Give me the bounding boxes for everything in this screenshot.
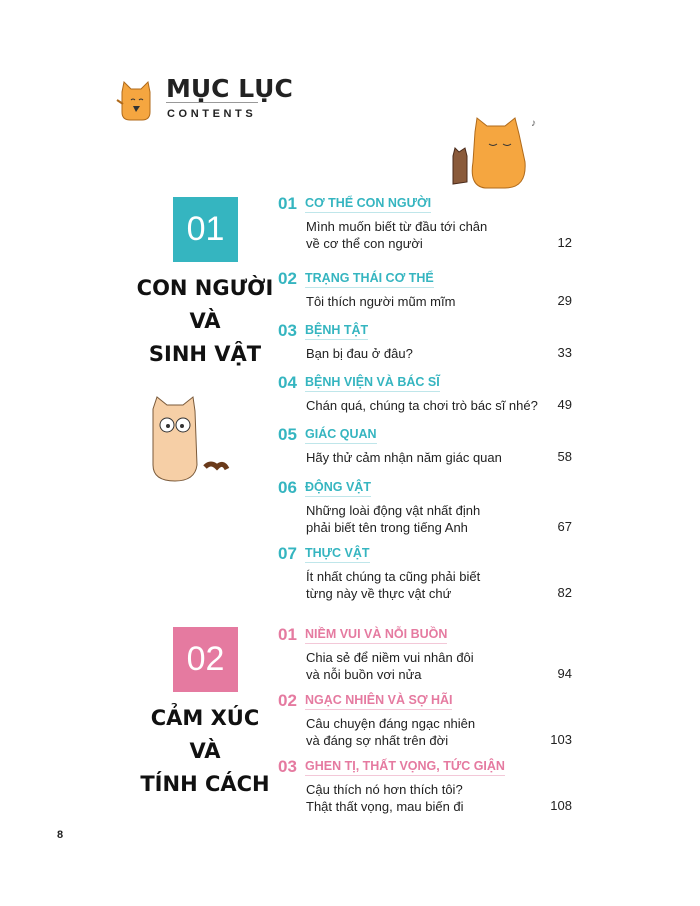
entry-heading[interactable]: NIỀM VUI VÀ NỖI BUỒN xyxy=(305,627,448,644)
entry-heading[interactable]: CƠ THỂ CON NGƯỜI xyxy=(305,196,432,213)
entry-number: 03 xyxy=(278,321,297,340)
entry-page: 94 xyxy=(557,666,572,681)
entry-desc: phải biết tên trong tiếng Anh xyxy=(306,520,468,535)
section-title-line: VÀ xyxy=(189,739,221,763)
section-title-line: TÍNH CÁCH xyxy=(140,772,270,796)
entry-desc: Tôi thích người mũm mĩm xyxy=(306,294,456,309)
entry-desc: Bạn bị đau ở đâu? xyxy=(306,346,413,361)
scared-cat-illustration xyxy=(152,396,230,482)
section-title-line: CON NGƯỜI xyxy=(136,276,274,300)
page-subtitle: CONTENTS xyxy=(167,108,257,120)
entry-heading[interactable]: THỰC VẬT xyxy=(305,546,370,563)
entry-desc: về cơ thể con người xyxy=(306,236,423,251)
cats-hugging-illustration: ♪ xyxy=(452,117,536,189)
entry-page: 108 xyxy=(550,798,572,813)
section-title-line: SINH VẬT xyxy=(148,342,262,366)
entry-heading[interactable]: GHEN TỊ, THẤT VỌNG, TỨC GIẬN xyxy=(305,759,505,776)
entry-desc: từng này về thực vật chứ xyxy=(306,586,452,601)
section-number-box: 01 xyxy=(173,197,238,262)
entry-number: 04 xyxy=(278,373,297,392)
title-divider xyxy=(166,102,258,103)
entry-heading[interactable]: BỆNH VIỆN VÀ BÁC SĨ xyxy=(305,375,440,392)
entry-page: 29 xyxy=(557,293,572,308)
entry-desc: Hãy thử cảm nhận năm giác quan xyxy=(306,450,502,465)
entry-number: 01 xyxy=(278,194,297,213)
entry-number: 02 xyxy=(278,269,297,288)
entry-page: 49 xyxy=(557,397,572,412)
entry-number: 07 xyxy=(278,544,297,563)
entry-page: 33 xyxy=(557,345,572,360)
entry-desc: Những loài động vật nhất định xyxy=(306,503,481,518)
section-title: CON NGƯỜI VÀ SINH VẬT xyxy=(120,272,290,371)
entry-heading[interactable]: ĐỘNG VẬT xyxy=(305,480,371,497)
entry-page: 58 xyxy=(557,449,572,464)
section-title-line: CẢM XÚC xyxy=(150,706,260,730)
entry-number: 02 xyxy=(278,691,297,710)
entry-heading[interactable]: GIÁC QUAN xyxy=(305,427,377,444)
section-title: CẢM XÚC VÀ TÍNH CÁCH xyxy=(120,702,290,801)
entry-page: 12 xyxy=(557,235,572,250)
entry-number: 06 xyxy=(278,478,297,497)
entry-desc: và đáng sợ nhất trên đời xyxy=(306,733,449,748)
entry-number: 05 xyxy=(278,425,297,444)
orange-cat-icon xyxy=(116,80,151,121)
entry-number: 01 xyxy=(278,625,297,644)
entry-desc: Chán quá, chúng ta chơi trò bác sĩ nhé? xyxy=(306,398,538,413)
entry-page: 67 xyxy=(557,519,572,534)
entry-page: 82 xyxy=(557,585,572,600)
entry-heading[interactable]: TRẠNG THÁI CƠ THỂ xyxy=(305,271,434,288)
entry-desc: Cậu thích nó hơn thích tôi? xyxy=(306,782,463,797)
svg-text:♪: ♪ xyxy=(531,118,536,129)
entry-desc: Câu chuyện đáng ngạc nhiên xyxy=(306,716,476,731)
section-number-box: 02 xyxy=(173,627,238,692)
entry-desc: Mình muốn biết từ đầu tới chân xyxy=(306,219,488,234)
entry-desc: Ít nhất chúng ta cũng phải biết xyxy=(306,569,481,584)
entry-desc: và nỗi buồn vơi nửa xyxy=(306,667,422,682)
entry-heading[interactable]: NGẠC NHIÊN VÀ SỢ HÃI xyxy=(305,693,453,710)
page-number: 8 xyxy=(57,829,64,841)
entry-number: 03 xyxy=(278,757,297,776)
entry-desc: Thật thất vọng, mau biến đi xyxy=(306,799,464,814)
entry-desc: Chia sẻ để niềm vui nhân đôi xyxy=(306,650,474,665)
entry-page: 103 xyxy=(550,732,572,747)
entry-heading[interactable]: BỆNH TẬT xyxy=(305,323,369,340)
section-title-line: VÀ xyxy=(189,309,221,333)
page-title: MỤC LỤC xyxy=(166,74,293,103)
